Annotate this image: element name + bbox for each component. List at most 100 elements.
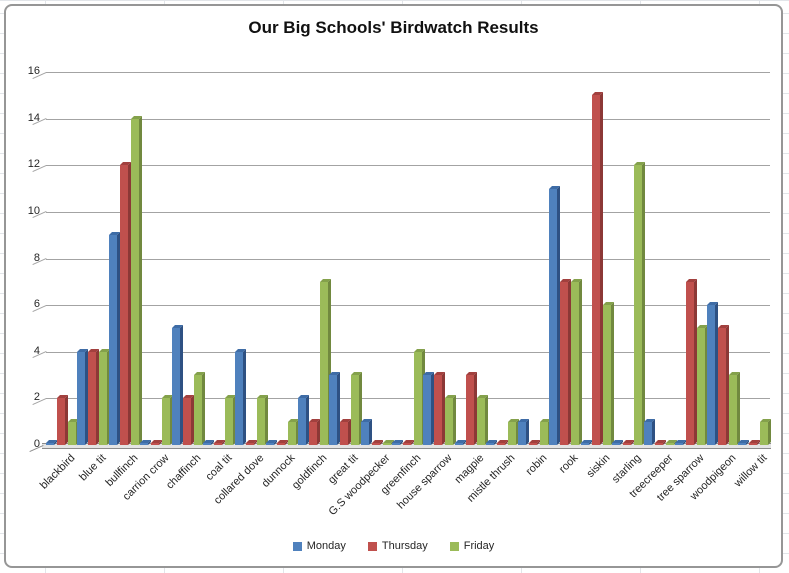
bar-side-face	[242, 348, 246, 445]
bar-thursday-treecreeper	[654, 440, 666, 445]
bar-thursday-carrion-crow	[151, 440, 163, 445]
bar-side-face	[579, 278, 583, 445]
bar-monday-carrion-crow	[140, 440, 152, 445]
bar-thursday-house-sparrow	[434, 372, 446, 445]
bar-friday-dunnock	[288, 418, 300, 445]
bar-monday-chaffinch	[171, 325, 183, 445]
bar-monday-magpie	[454, 440, 466, 445]
gridline	[46, 258, 770, 260]
bar-friday-tree-sparrow	[697, 325, 709, 445]
legend-label: Monday	[306, 540, 346, 552]
bar-thursday-blackbird	[56, 395, 68, 445]
bar-side-face	[484, 395, 488, 445]
y-axis-tick-label: 2	[33, 391, 40, 404]
bar-side-face	[642, 162, 646, 445]
gridline	[46, 72, 770, 73]
bar-monday-house-sparrow	[423, 372, 435, 445]
y-axis-tick-label: 8	[33, 251, 40, 264]
bar-thursday-siskin	[591, 92, 603, 445]
gridline	[46, 305, 770, 307]
bar-friday-woodpigeon	[728, 372, 740, 445]
bar-friday-chaffinch	[193, 372, 205, 445]
bar-friday-G-S-woodpecker	[382, 440, 394, 445]
gridline	[46, 211, 770, 213]
bar-thursday-starling	[623, 440, 635, 445]
bar-monday-goldfinch	[297, 395, 309, 445]
bar-thursday-G-S-woodpecker	[371, 440, 383, 445]
bar-thursday-coal-tit	[214, 440, 226, 445]
bar-side-face	[610, 302, 614, 445]
bar-side-face	[651, 418, 655, 445]
bar-friday-blue-tit	[99, 348, 111, 445]
bar-monday-robin	[517, 418, 529, 445]
bar-friday-greenfinch	[414, 348, 425, 445]
chart-area[interactable]: Our Big Schools' Birdwatch Results 0 2 4 6 8…	[4, 4, 783, 568]
bar-friday-bullfinch	[130, 115, 142, 445]
x-axis-category-label: robin	[523, 452, 550, 478]
bar-thursday-robin	[528, 440, 540, 445]
bar-monday-blackbird	[45, 440, 57, 445]
bar-friday-starling	[634, 162, 646, 445]
bar-monday-woodpigeon	[706, 302, 718, 445]
legend-item-monday: Monday	[292, 540, 346, 552]
bar-friday-great-tit	[351, 372, 363, 445]
bar-friday-house-sparrow	[445, 395, 457, 445]
bar-monday-treecreeper	[643, 418, 655, 445]
bar-monday-great-tit	[329, 372, 341, 445]
bar-monday-bullfinch	[108, 232, 120, 445]
bar-thursday-woodpigeon	[717, 325, 729, 445]
bar-friday-blackbird	[67, 418, 79, 445]
bar-friday-magpie	[476, 395, 488, 445]
bar-monday-siskin	[580, 440, 592, 445]
y-axis-tick-label: 4	[33, 344, 40, 357]
gridline	[46, 351, 770, 353]
bar-friday-goldfinch	[319, 278, 331, 445]
legend: Monday Thursday Friday	[6, 540, 781, 552]
bar-monday-G-S-woodpecker	[360, 418, 372, 445]
y-axis-tick-label: 6	[33, 298, 40, 311]
bar-thursday-dunnock	[277, 440, 289, 445]
y-axis-tick-label: 12	[27, 158, 40, 171]
bar-thursday-chaffinch	[182, 395, 194, 445]
bar-monday-collared-dove	[234, 348, 246, 445]
bar-monday-dunnock	[266, 440, 278, 445]
bar-friday-robin	[539, 418, 551, 445]
chart-title: Our Big Schools' Birdwatch Results	[248, 18, 539, 37]
x-axis-category-label: blackbird	[37, 452, 78, 492]
legend-swatch-icon	[292, 541, 302, 551]
bar-thursday-goldfinch	[308, 418, 320, 445]
legend-label: Friday	[463, 540, 495, 552]
bar-friday-siskin	[602, 302, 614, 445]
bar-side-face	[201, 372, 205, 445]
bar-side-face	[453, 395, 457, 445]
legend-swatch-icon	[449, 541, 459, 551]
y-axis-tick-label: 10	[27, 204, 40, 217]
gridline	[46, 398, 770, 400]
bar-friday-treecreeper	[665, 440, 677, 445]
bar-thursday-greenfinch	[403, 440, 414, 445]
y-axis-tick-label: 0	[33, 438, 40, 450]
bar-friday-collared-dove	[256, 395, 268, 445]
bar-thursday-bullfinch	[119, 162, 131, 445]
bar-side-face	[525, 418, 529, 445]
bar-thursday-collared-dove	[245, 440, 257, 445]
bar-friday-coal-tit	[225, 395, 237, 445]
bar-thursday-rook	[560, 278, 572, 445]
bar-friday-mistle-thrush	[508, 418, 520, 445]
bar-monday-willow-tit	[738, 440, 750, 445]
bar-monday-rook	[549, 185, 561, 445]
legend-swatch-icon	[367, 541, 377, 551]
y-axis-tick-label: 14	[27, 111, 40, 124]
x-axis-category-label: siskin	[584, 452, 613, 480]
bar-side-face	[138, 115, 142, 445]
bar-monday-coal-tit	[203, 440, 215, 445]
bar-thursday-tree-sparrow	[686, 278, 698, 445]
bar-thursday-mistle-thrush	[497, 440, 509, 445]
gridline	[46, 118, 770, 120]
gridline	[46, 165, 770, 167]
x-axis-category-label: willow tit	[732, 452, 770, 490]
bar-friday-willow-tit	[760, 418, 772, 445]
legend-label: Thursday	[381, 540, 428, 552]
bar-thursday-great-tit	[340, 418, 352, 445]
bar-friday-rook	[571, 278, 583, 445]
